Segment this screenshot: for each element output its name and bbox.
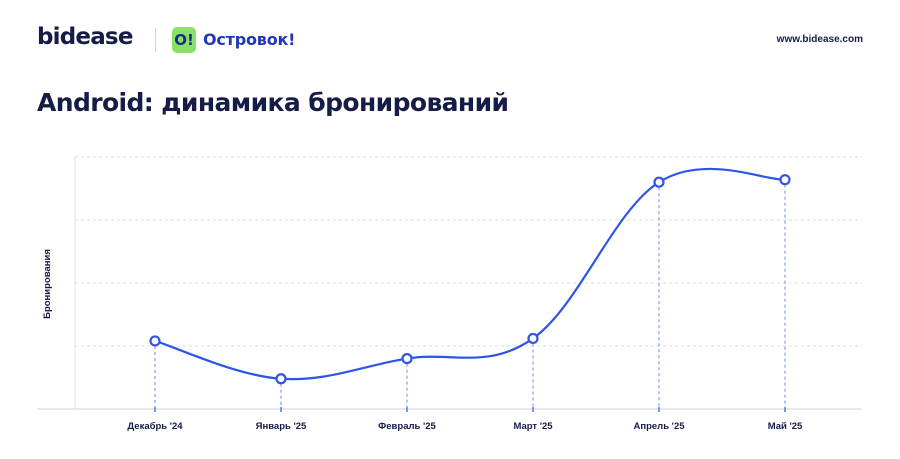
drop-lines [154, 184, 786, 412]
data-point-3 [401, 353, 413, 365]
ostrovok-logo-badge: O! [172, 27, 196, 53]
x-tick-label-3: Февраль '25 [378, 421, 436, 432]
data-points [149, 174, 791, 385]
x-tick-label-6: Май '25 [768, 421, 803, 432]
x-tick-labels: Декабрь '24 Январь '25 Февраль '25 Март '25… [127, 421, 803, 432]
page-title: Android: динамика бронирований [37, 88, 509, 117]
series-layer [153, 167, 787, 381]
series-line [153, 167, 787, 381]
ostrovok-logo-text: Островок! [203, 30, 296, 49]
data-point-4 [527, 332, 539, 345]
y-axis-title: Бронирования [42, 249, 53, 319]
logo-divider [155, 28, 156, 52]
x-tick-label-2: Январь '25 [256, 421, 307, 432]
grid-lines [75, 156, 862, 347]
data-point-6 [779, 174, 791, 186]
header: bidease O! Островок! www.bidease.com [0, 0, 900, 80]
site-url: www.bidease.com [776, 34, 863, 45]
x-tick-label-1: Декабрь '24 [127, 421, 183, 432]
x-tick-label-4: Март '25 [513, 421, 553, 432]
data-point-2 [275, 373, 287, 385]
data-point-1 [149, 335, 161, 347]
bidease-logo: bidease [37, 24, 133, 50]
x-tick-label-5: Апрель '25 [633, 421, 685, 432]
data-point-5 [653, 176, 665, 188]
axes [37, 157, 862, 410]
